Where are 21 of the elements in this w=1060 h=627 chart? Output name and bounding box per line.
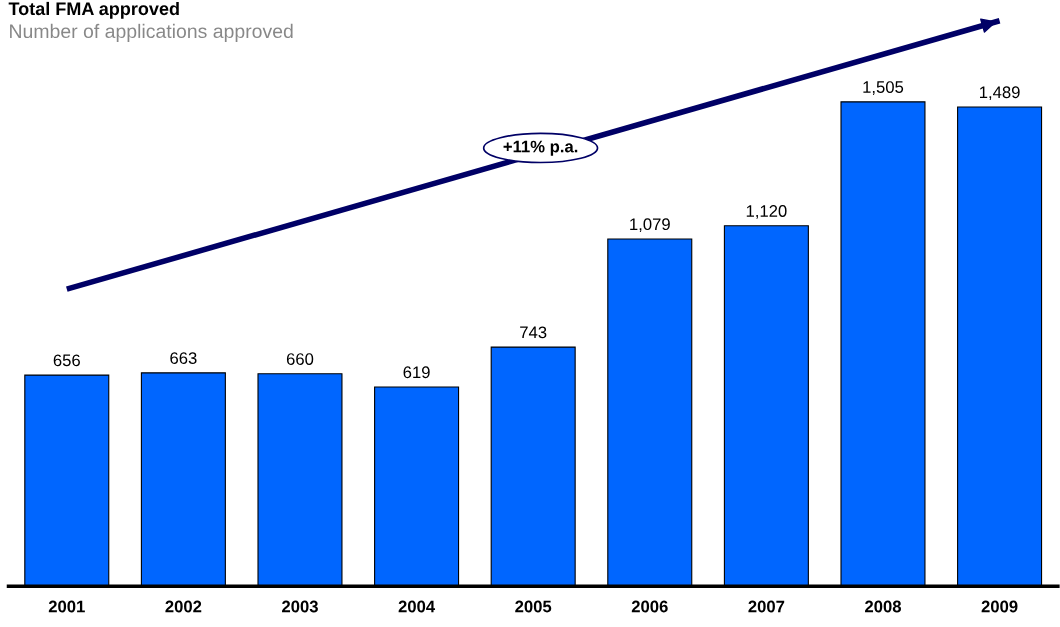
chart-title: Total FMA approved <box>8 1 179 19</box>
data-label: 663 <box>170 352 197 364</box>
x-tick-label: 2001 <box>48 600 85 613</box>
x-tick-label: 2005 <box>515 600 552 613</box>
data-label: 1,489 <box>980 86 1020 101</box>
annotation: +11% p.a. <box>503 140 578 156</box>
x-tick-label: 2007 <box>748 600 785 613</box>
x-tick-label: 2006 <box>631 600 668 613</box>
data-label: 1,120 <box>746 205 787 219</box>
data-label: 660 <box>286 353 314 365</box>
x-tick-label: 2003 <box>282 600 318 613</box>
x-tick-label: 2008 <box>865 600 902 613</box>
data-label: 743 <box>520 326 547 339</box>
data-label: 656 <box>53 354 80 367</box>
x-tick-label: 2009 <box>981 600 1018 613</box>
x-tick-label: 2002 <box>165 600 202 613</box>
data-label: 1,079 <box>630 218 670 233</box>
x-tick-label: 2004 <box>398 600 436 613</box>
chart-subtitle: Number of applications approved <box>10 23 293 42</box>
data-label: 1,505 <box>863 81 904 95</box>
data-label: 619 <box>403 366 430 379</box>
